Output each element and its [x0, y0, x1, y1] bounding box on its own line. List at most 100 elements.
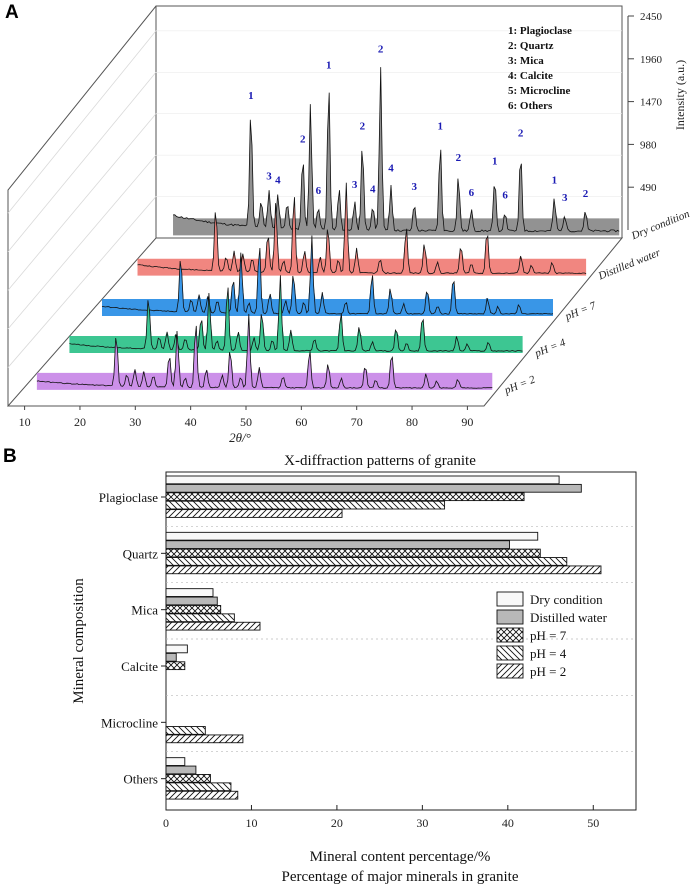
bar [165, 531, 539, 541]
peak-label: 1 [552, 175, 558, 187]
panel-label-b: B [3, 446, 17, 467]
bar [165, 757, 186, 766]
peak-label: 2 [300, 134, 306, 146]
legend-label: Dry condition [530, 592, 603, 607]
peak-label: 3 [562, 192, 568, 204]
floor-plane [6, 237, 624, 407]
peak-label: 6 [502, 190, 508, 202]
x-tick-label: 10 [19, 415, 31, 429]
x-tick-label: 50 [587, 816, 599, 830]
bar [165, 500, 446, 510]
legend-label: pH = 7 [530, 628, 567, 643]
chart-b-caption: Percentage of major minerals in granite [282, 869, 519, 885]
xrd-series-3: pH = 7 [101, 235, 598, 323]
x-tick-label: 70 [351, 415, 363, 429]
z-tick-label: 1960 [640, 54, 663, 66]
legend-swatch [496, 645, 524, 661]
legend-entry: 3: Mica [508, 55, 544, 67]
xrd-fill [102, 235, 553, 316]
bar [165, 774, 211, 783]
bar [165, 661, 186, 671]
bar [165, 483, 582, 493]
legend-swatch [496, 627, 524, 643]
xrd-trace [101, 235, 554, 315]
peak-label: 6 [316, 185, 322, 197]
peak-label: 2 [518, 128, 524, 140]
bar [165, 588, 214, 597]
x-tick-label: 0 [163, 816, 169, 830]
z-axis-title: Intensity (a.u.) [673, 60, 687, 130]
series-label: Dry condition [629, 208, 692, 243]
peak-label: 1 [326, 59, 332, 71]
bar [165, 726, 206, 735]
x-tick-label: 50 [240, 415, 252, 429]
x-tick-label: 60 [295, 415, 307, 429]
xrd-fill [69, 275, 523, 353]
xrd-series-4: pH = 4 [69, 275, 568, 360]
x-tick-label: 10 [245, 816, 257, 830]
bar [165, 613, 235, 623]
panel-label-a: A [5, 2, 19, 23]
side-wall-gridline [7, 154, 157, 330]
xrd-trace [69, 275, 523, 352]
side-wall-gridline [7, 196, 157, 368]
bar [165, 652, 177, 662]
legend-entry: 4: Calcite [508, 70, 553, 82]
peak-label: 1 [248, 90, 254, 102]
bar [165, 765, 197, 775]
peak-label: 3 [412, 181, 418, 193]
chart-b-title: X-diffraction patterns of granite [284, 453, 476, 469]
bar [165, 644, 188, 654]
category-label: Mica [131, 603, 158, 618]
bar [165, 782, 232, 792]
legend-swatch [496, 591, 524, 607]
peak-label: 4 [370, 183, 376, 195]
peak-label: 3 [266, 170, 272, 182]
peak-label: 2 [456, 152, 462, 164]
category-label: Calcite [121, 659, 158, 674]
peak-label: 2 [583, 188, 589, 200]
legend-entry: 6: Others [508, 100, 553, 112]
peak-label: 3 [352, 179, 358, 191]
z-tick-label: 490 [640, 182, 657, 194]
xrd-trace [36, 313, 493, 389]
peak-label: 6 [469, 187, 475, 199]
mineral-bar-chart: X-diffraction patterns of granite 0 10 20 30… [71, 453, 637, 885]
xrd-legend: 1: Plagioclase 2: Quartz 3: Mica 4: Calcite… [508, 25, 572, 112]
peak-label: 4 [275, 175, 281, 187]
x-tick-label: 40 [502, 816, 514, 830]
legend-label: pH = 4 [530, 646, 567, 661]
legend-swatch [496, 609, 524, 625]
peak-label: 4 [388, 162, 394, 174]
x-tick-label: 20 [74, 415, 86, 429]
bar [165, 790, 239, 800]
bar [165, 492, 525, 502]
xrd-fill [173, 67, 620, 236]
bar [165, 557, 568, 566]
legend-entry: 2: Quartz [508, 40, 554, 52]
bar [165, 605, 222, 614]
legend-entry: 5: Microcline [508, 85, 571, 97]
bar [165, 621, 261, 631]
xrd-series-5: pH = 2 [36, 313, 537, 397]
xrd-fill [36, 313, 493, 390]
x-axis-title: 2θ/° [229, 430, 251, 445]
xrd-fill [137, 182, 587, 276]
bar [165, 565, 602, 575]
peak-label: 2 [378, 44, 384, 56]
peak-label: 1 [437, 121, 443, 133]
bar [165, 734, 244, 744]
z-tick-label: 2450 [640, 11, 663, 23]
category-label: Others [123, 772, 158, 787]
xrd-trace [172, 67, 620, 233]
y-axis-title: Mineral composition [71, 578, 87, 704]
x-tick-label: 30 [129, 415, 141, 429]
legend-label: pH = 2 [530, 664, 566, 679]
plot-frame [165, 471, 637, 811]
xrd-trace [137, 182, 587, 275]
x-tick-label: 30 [416, 816, 428, 830]
bar [165, 475, 560, 485]
x-tick-label: 20 [331, 816, 343, 830]
